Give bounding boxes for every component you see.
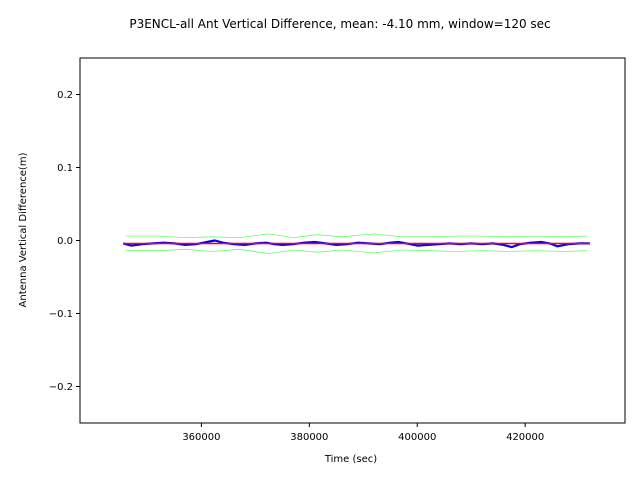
y-tick-label: 0.1 xyxy=(57,163,73,174)
series-line-envelope-upper xyxy=(125,233,588,239)
x-tick-label: 380000 xyxy=(290,432,328,443)
y-tick-label: −0.2 xyxy=(49,382,73,393)
x-axis: 360000 380000 400000 420000 xyxy=(182,423,544,443)
x-tick-label: 360000 xyxy=(182,432,220,443)
x-tick-label: 400000 xyxy=(398,432,436,443)
y-tick-label: 0.2 xyxy=(57,90,73,101)
y-tick-label: −0.1 xyxy=(49,309,73,320)
y-axis: −0.2 −0.1 0.0 0.1 0.2 xyxy=(49,90,80,393)
axes-frame xyxy=(79,57,626,424)
x-tick-label: 420000 xyxy=(506,432,544,443)
y-axis-label: Antenna Vertical Difference(m) xyxy=(18,152,29,307)
x-axis-label: Time (sec) xyxy=(324,454,377,465)
series-line-raw xyxy=(122,239,590,249)
plot-area xyxy=(122,233,590,255)
y-tick-label: 0.0 xyxy=(57,236,73,247)
series-line-envelope-lower xyxy=(125,248,588,255)
chart-title: P3ENCL-all Ant Vertical Difference, mean… xyxy=(129,17,550,31)
